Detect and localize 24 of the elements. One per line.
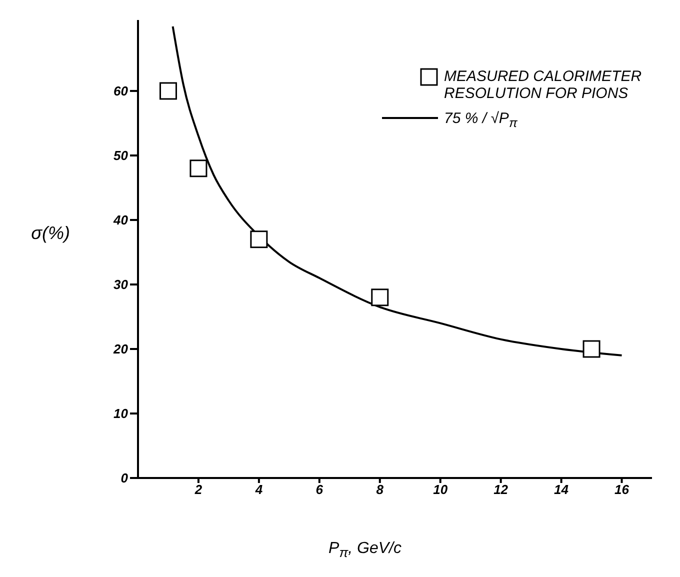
point xyxy=(250,230,268,248)
x-tick-label: 6 xyxy=(316,482,324,498)
x-tick-label: 14 xyxy=(554,482,570,498)
x-tick-label: 10 xyxy=(433,482,448,498)
x-tick-label: 4 xyxy=(254,482,264,498)
legend-label: 75 % / √P$_{π}$ xyxy=(444,110,518,130)
x-tick-label: 12 xyxy=(494,482,509,498)
point xyxy=(371,288,389,306)
x-tick-label: 16 xyxy=(614,482,630,498)
point xyxy=(190,160,208,178)
legend-label: MEASURED CALORIMETER RESOLUTION FOR PIONS xyxy=(444,68,643,102)
y-axis-title: σ(%) xyxy=(30,223,70,244)
y-tick-label: 10 xyxy=(114,406,129,422)
point xyxy=(582,340,600,358)
x-tick-label: 8 xyxy=(376,482,384,498)
point xyxy=(159,82,177,100)
y-tick-label: 20 xyxy=(112,342,129,357)
y-tick-label: 40 xyxy=(112,212,129,228)
y-tick-label: 0 xyxy=(120,470,129,486)
y-tick-label: 60 xyxy=(114,84,129,99)
y-tick-label: 50 xyxy=(114,148,129,164)
x-tick-label: 2 xyxy=(194,482,203,498)
y-tick-label: 30 xyxy=(114,277,129,292)
x-axis-title: P$_{π}$, GeV/c xyxy=(328,540,402,560)
